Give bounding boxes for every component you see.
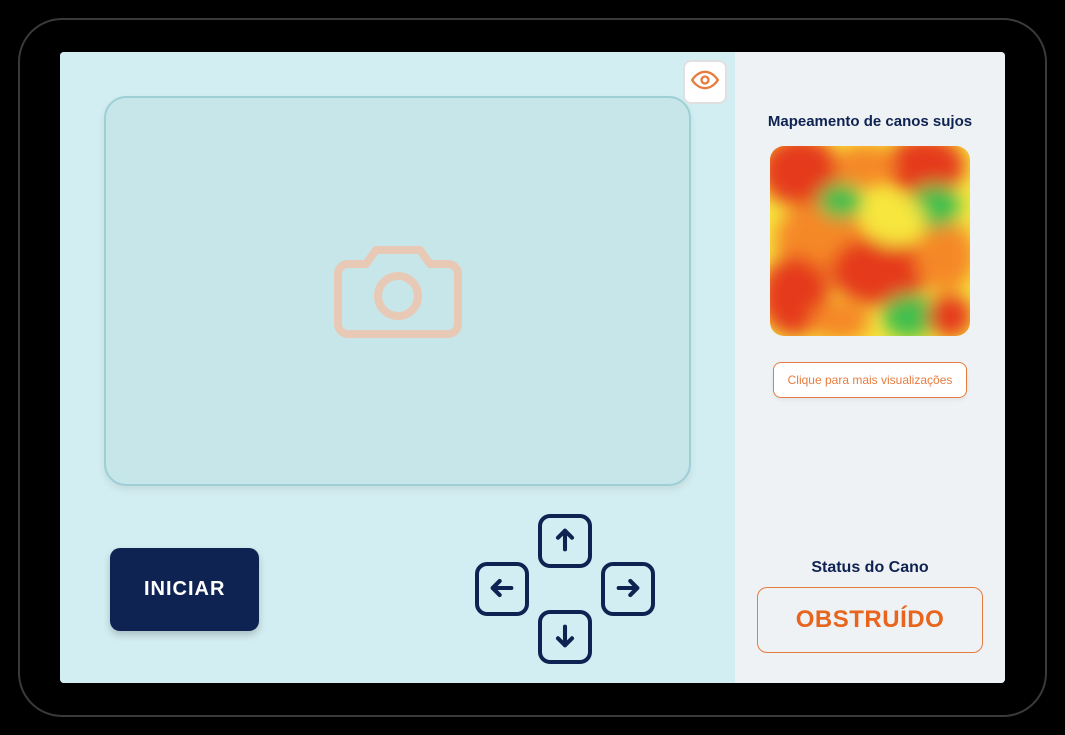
dpad-right-button[interactable]	[601, 562, 655, 616]
dpad-left-button[interactable]	[475, 562, 529, 616]
dpad-up-button[interactable]	[538, 514, 592, 568]
right-panel: Mapeamento de canos sujos	[735, 52, 1005, 683]
tablet-inner: INICIAR	[26, 26, 1039, 709]
camera-preview	[104, 96, 691, 486]
arrow-left-icon	[488, 574, 516, 605]
dpad-down-button[interactable]	[538, 610, 592, 664]
heatmap-image	[770, 146, 970, 336]
left-panel: INICIAR	[60, 52, 735, 683]
status-title: Status do Cano	[757, 559, 983, 577]
start-button[interactable]: INICIAR	[110, 548, 259, 631]
eye-icon	[691, 66, 719, 99]
status-section: Status do Cano OBSTRUÍDO	[757, 559, 983, 653]
view-toggle-button[interactable]	[683, 60, 727, 104]
bottom-controls: INICIAR	[104, 514, 691, 664]
more-views-button[interactable]: Clique para mais visualizações	[773, 362, 968, 398]
heatmap-title: Mapeamento de canos sujos	[768, 112, 972, 132]
status-value: OBSTRUÍDO	[757, 587, 983, 653]
direction-pad	[465, 514, 665, 664]
arrow-up-icon	[551, 526, 579, 557]
tablet-frame: INICIAR	[18, 18, 1047, 717]
arrow-down-icon	[551, 622, 579, 653]
arrow-right-icon	[614, 574, 642, 605]
app-screen: INICIAR	[60, 52, 1005, 683]
camera-icon	[328, 234, 468, 349]
